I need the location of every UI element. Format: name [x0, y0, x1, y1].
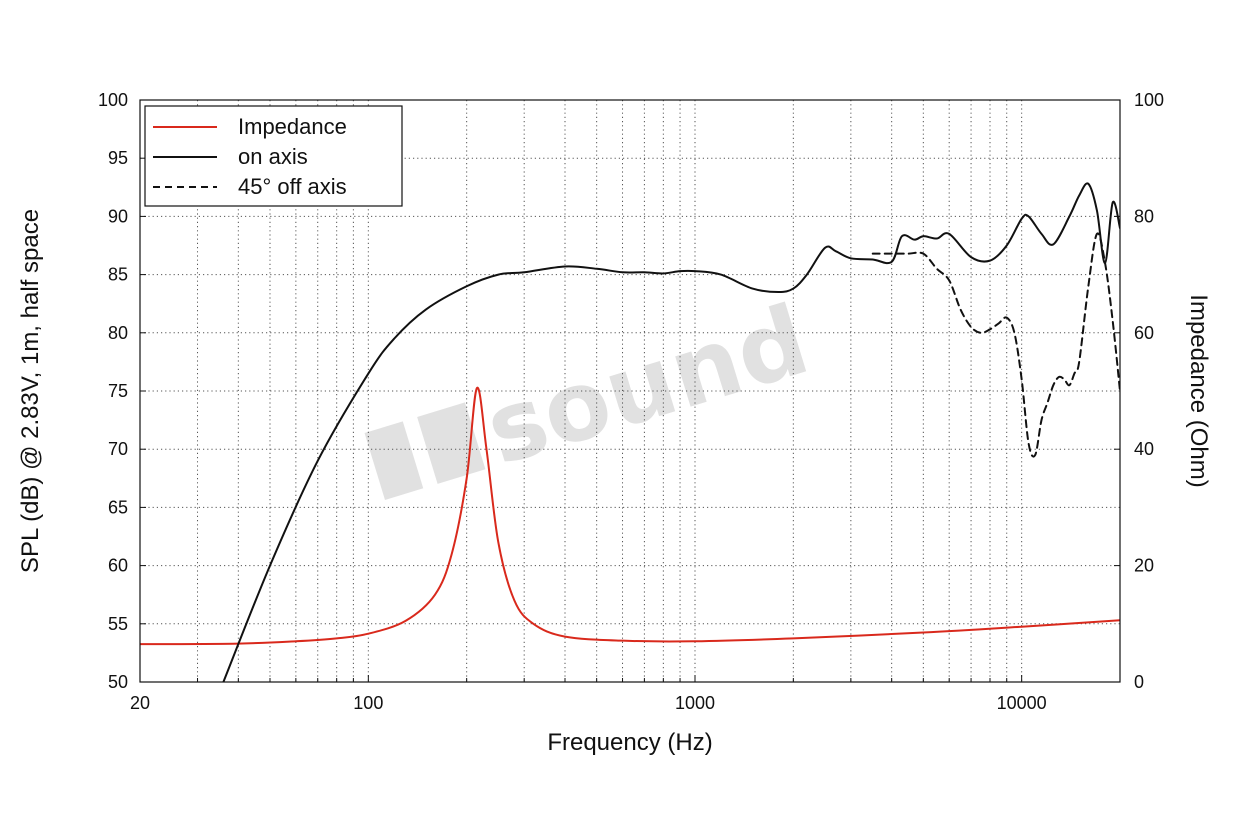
y2-tick-label: 20 — [1134, 556, 1154, 576]
y-tick-label: 100 — [98, 90, 128, 110]
on-axis-line — [222, 182, 1120, 682]
y-tick-label: 65 — [108, 497, 128, 517]
tick-marks — [139, 99, 1121, 683]
y-tick-label: 55 — [108, 614, 128, 634]
x-tick-label: 20 — [130, 693, 150, 713]
y-tick-label: 50 — [108, 672, 128, 692]
y-tick-label: 70 — [108, 439, 128, 459]
y2-tick-labels: 0 20 40 60 80 100 — [1134, 90, 1164, 692]
y2-axis-title: Impedance (Ohm) — [1185, 294, 1212, 487]
y-tick-label: 75 — [108, 381, 128, 401]
y-tick-label: 80 — [108, 323, 128, 343]
y2-tick-label: 40 — [1134, 439, 1154, 459]
y-tick-label: 95 — [108, 148, 128, 168]
legend: Impedance on axis 45° off axis — [144, 105, 403, 207]
y2-tick-label: 0 — [1134, 672, 1144, 692]
y-axis-title: SPL (dB) @ 2.83V, 1m, half space — [17, 209, 44, 573]
y2-tick-label: 60 — [1134, 323, 1154, 343]
x-tick-labels: 20 100 1000 10000 — [130, 693, 1047, 713]
legend-label-off-axis: 45° off axis — [238, 174, 347, 199]
y-tick-label: 90 — [108, 206, 128, 226]
x-tick-label: 100 — [353, 693, 383, 713]
impedance-line — [140, 387, 1120, 646]
x-tick-label: 10000 — [997, 693, 1047, 713]
series-group — [140, 182, 1120, 682]
y-tick-label: 85 — [108, 265, 128, 285]
y-tick-labels: 50 55 60 65 70 75 80 85 90 95 100 — [98, 90, 128, 692]
watermark-logo-icon — [364, 421, 424, 500]
x-axis-title: Frequency (Hz) — [547, 729, 712, 756]
legend-label-impedance: Impedance — [238, 114, 347, 139]
y2-tick-label: 80 — [1134, 206, 1154, 226]
off-axis-line — [871, 232, 1120, 458]
y2-tick-label: 100 — [1134, 90, 1164, 110]
legend-label-on-axis: on axis — [238, 144, 308, 169]
x-tick-label: 1000 — [675, 693, 715, 713]
y-tick-label: 60 — [108, 556, 128, 576]
